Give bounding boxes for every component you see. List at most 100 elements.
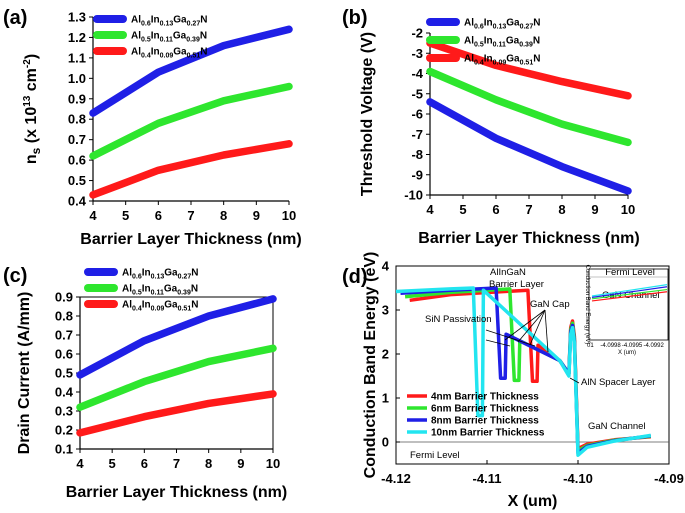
panel-b-legend-label-3: Al0.4In0.09Ga0.51N (464, 54, 540, 67)
panel-d-legend-label-3: 8nm Barrier Thickness (431, 416, 539, 427)
panel-d-y-tick-label: 1 (382, 391, 389, 406)
panel-d-inset-line-1 (591, 284, 668, 297)
panel-a-series-line-1 (89, 25, 293, 117)
panel-b-y-axis-label: Threshold Voltage (V) (359, 32, 376, 196)
panel-c-y-tick-label: 0.8 (55, 309, 73, 324)
panel-b-x-tick-label: 6 (492, 202, 499, 217)
panel-d-annotation-algan: AlInGaN (490, 267, 526, 278)
panel-b-series-line-3 (426, 39, 632, 100)
panel-c-panel-label: (c) (3, 265, 27, 287)
panel-d-band-line-4 (395, 286, 652, 457)
panel-a-legend-label-3: Al0.4In0.09Ga0.51N (131, 47, 207, 60)
panel-a-y-axis-label: ns (x 1013 cm-2) (22, 54, 43, 164)
panel-b-legend-label-1: Al0.6In0.13Ga0.27N (464, 18, 540, 31)
panel-c-y-tick-label: 0.2 (55, 423, 73, 438)
panel-a-y-tick-label: 0.7 (68, 132, 86, 147)
panel-b-x-tick-label: 4 (426, 202, 434, 217)
panel-b-y-tick-label: -10 (404, 188, 423, 203)
panel-a-x-tick-label: 9 (253, 208, 260, 223)
panel-c-x-tick-label: 8 (205, 456, 212, 471)
panel-a-y-tick-label: 0.8 (68, 112, 86, 127)
panel-c-x-tick-label: 6 (141, 456, 148, 471)
panel-c-y-axis-label: Drain Current (A/mm) (16, 292, 33, 455)
panel-b-y-tick-label: -6 (411, 107, 423, 122)
panel-d-inset-line-3 (591, 288, 668, 300)
panel-b-panel: 4 5 6 7 8 9 10 -10 -9 -8 -7 -6 -5 -4 -3 -2 Barrier Layer… (342, 7, 640, 247)
panel-d-pointer-line-6 (485, 339, 511, 347)
panel-c-panel: 4 5 6 7 8 9 10 0.1 0.2 0.3 0.4 0.5 0.6 0.7 0.8 0.9 Barri… (3, 265, 287, 501)
panel-d-inset-x-axis-label: X (um) (618, 350, 636, 356)
panel-a-y-tick-label: 1.1 (68, 50, 86, 65)
panel-b-x-tick-label: 8 (558, 202, 565, 217)
panel-d-pointer-line-4 (544, 309, 549, 353)
panel-c-y-tick-label: 0.6 (55, 347, 73, 362)
panel-d-annotation-barrier: Barrier Layer (489, 279, 544, 290)
panel-c-x-tick-label: 4 (76, 456, 84, 471)
panel-a-y-tick-label: 0.4 (68, 194, 87, 209)
panel-a-x-tick-label: 4 (89, 208, 97, 223)
panel-a-x-tick-label: 5 (122, 208, 129, 223)
panel-d-annotation-gan-cap: GaN Cap (530, 299, 570, 310)
panel-d-y-tick-label: 0 (382, 435, 389, 450)
panel-b-x-tick-label: 7 (525, 202, 532, 217)
panel-a-series-line-2 (89, 82, 293, 160)
panel-d-inset-x-tick-label: -4.0998 (600, 343, 621, 349)
panel-d-y-tick-label: 2 (382, 347, 389, 362)
panel-d-legend-label-4: 10nm Barrier Thickness (431, 428, 545, 439)
panel-b-y-tick-label: -8 (411, 147, 423, 162)
panel-a-legend-label-2: Al0.5In0.11Ga0.39N (131, 31, 207, 44)
panel-c-series-line-3 (76, 390, 277, 437)
panel-d-plot-frame (395, 265, 670, 465)
panel-d-x-tick-label: -4.09 (654, 471, 684, 486)
panel-b-panel-label: (b) (342, 7, 368, 29)
panel-b-x-axis-label: Barrier Layer Thickness (nm) (418, 230, 639, 247)
panel-c-series-line-1 (76, 295, 277, 379)
panel-a-y-tick-label: 1.2 (68, 30, 86, 45)
panel-d-pointer-line-2 (517, 309, 546, 343)
panel-d-y-tick-label: 4 (382, 259, 390, 274)
panel-d-legend-label-2: 6nm Barrier Thickness (431, 404, 539, 415)
panel-b-series-line-2 (426, 67, 632, 147)
panel-a-series-line-3 (89, 140, 293, 199)
panel-c-legend-label-1: Al0.6In0.13Ga0.27N (122, 268, 198, 281)
panel-c-y-tick-label: 0.1 (55, 442, 73, 457)
panel-d-x-axis-label: X (um) (508, 493, 558, 510)
panel-c-y-tick-label: 0.9 (55, 290, 73, 305)
panel-d-annotation-fermi: Fermi Level (410, 450, 460, 461)
panel-d-pointer-line-3 (529, 309, 546, 346)
panel-a-x-tick-label: 8 (220, 208, 227, 223)
panel-d-annotation-sin: SiN Passivation (425, 314, 492, 325)
panel-a-legend-label-1: Al0.6In0.13Ga0.27N (131, 15, 207, 28)
panel-d-inset-label: GaN Channel (602, 290, 660, 301)
panel-b-y-tick-label: -3 (411, 46, 423, 61)
panel-c-legend-label-3: Al0.4In0.09Ga0.51N (122, 300, 198, 313)
panel-d-panel-label: (d) (342, 266, 368, 288)
panel-a-x-tick-label: 10 (282, 208, 296, 223)
panel-d-inset-x-tick-label: -4.0995 (622, 343, 643, 349)
panel-c-y-tick-label: 0.3 (55, 404, 73, 419)
panel-d-pointer-line-5 (485, 329, 536, 347)
panel-a-panel-label: (a) (3, 7, 27, 29)
panel-a-y-tick-label: 0.6 (68, 153, 86, 168)
panel-d-inset-title: Fermi Level (605, 267, 655, 278)
panel-d-inset-line-4 (591, 291, 668, 302)
panel-a-y-tick-label: 1.0 (68, 71, 86, 86)
panel-c-y-tick-label: 0.7 (55, 328, 73, 343)
panel-d-y-axis-label: Conduction Band Energy (eV) (362, 252, 379, 479)
panel-b-series-line-1 (426, 98, 632, 195)
panel-d-inset-x-tick-label: -4.0992 (643, 343, 664, 349)
panel-c-series-line-2 (76, 344, 277, 411)
panel-b-y-tick-label: -7 (411, 127, 423, 142)
panel-a-x-tick-label: 6 (155, 208, 162, 223)
panel-b-x-tick-label: 9 (591, 202, 598, 217)
panel-c-x-axis-label: Barrier Layer Thickness (nm) (66, 484, 287, 501)
panel-b-x-tick-label: 10 (621, 202, 635, 217)
panel-a-panel: 4 5 6 7 8 9 10 0.4 0.5 0.6 0.7 0.8 0.9 1.0 1.1 1.2 1.3 Ba… (3, 7, 302, 248)
panel-b-y-tick-label: -4 (411, 66, 423, 81)
panel-d-inset-y-axis-label: Conduction Band Energy (eV) (584, 265, 590, 345)
panel-d-y-tick-label: 3 (382, 303, 389, 318)
panel-b-y-tick-label: -5 (411, 86, 423, 101)
panel-c-x-tick-label: 5 (109, 456, 116, 471)
